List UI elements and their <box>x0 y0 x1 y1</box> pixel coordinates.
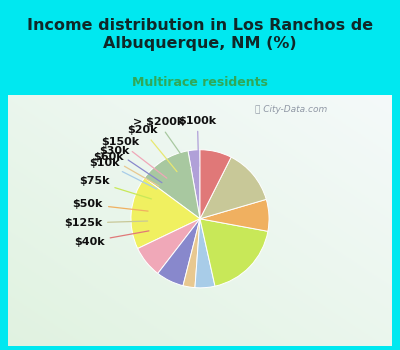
Text: $20k: $20k <box>128 125 177 172</box>
Wedge shape <box>138 219 200 273</box>
Text: > $200k: > $200k <box>132 117 190 168</box>
Text: $150k: $150k <box>101 137 167 178</box>
Text: $40k: $40k <box>74 231 149 247</box>
Text: $75k: $75k <box>79 176 152 199</box>
Text: $30k: $30k <box>99 146 162 183</box>
Wedge shape <box>188 150 200 219</box>
Wedge shape <box>195 219 215 288</box>
Text: $10k: $10k <box>89 158 157 189</box>
Wedge shape <box>200 219 268 286</box>
Text: $125k: $125k <box>64 218 148 228</box>
Text: $50k: $50k <box>73 199 148 211</box>
Wedge shape <box>200 150 231 219</box>
Text: Income distribution in Los Ranchos de
Albuquerque, NM (%): Income distribution in Los Ranchos de Al… <box>27 18 373 51</box>
Wedge shape <box>200 157 266 219</box>
Wedge shape <box>183 219 200 288</box>
Wedge shape <box>200 199 269 231</box>
Wedge shape <box>144 151 200 219</box>
Wedge shape <box>158 219 200 286</box>
Text: Multirace residents: Multirace residents <box>132 76 268 89</box>
Text: $100k: $100k <box>178 116 216 166</box>
Wedge shape <box>131 178 200 248</box>
Text: $60k: $60k <box>93 152 159 186</box>
Text: ⓘ City-Data.com: ⓘ City-Data.com <box>256 105 328 114</box>
